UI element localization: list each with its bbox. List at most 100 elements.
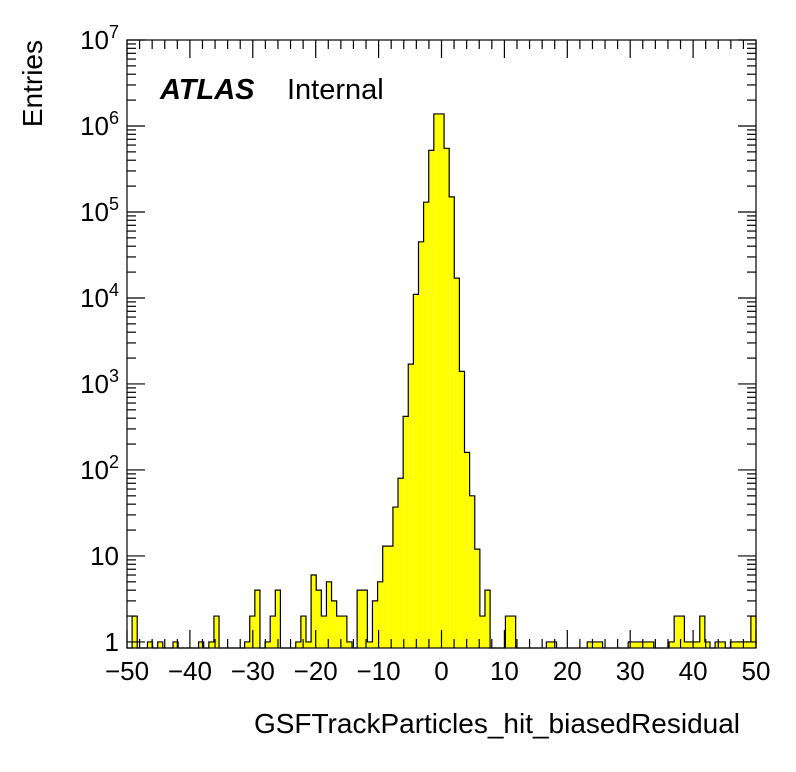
histogram-bin [362, 590, 368, 648]
histogram-bin [474, 549, 480, 648]
y-tick-label: 104 [80, 280, 119, 313]
histogram-bin [311, 575, 317, 648]
histogram-bin [643, 641, 649, 648]
histogram-bin [745, 641, 751, 648]
histogram-bin [173, 641, 179, 648]
histogram-bin [157, 641, 163, 648]
y-tick-label: 103 [80, 366, 119, 399]
x-tick-label: 0 [434, 656, 448, 686]
histogram-bin [367, 641, 373, 648]
histogram-bin [694, 641, 700, 648]
histogram-bin [270, 616, 276, 648]
histogram-bin [684, 641, 690, 648]
histogram-bin [213, 616, 220, 648]
histogram-bin [438, 113, 445, 648]
histogram-bin [300, 616, 306, 648]
histogram-bin [444, 148, 450, 648]
axis-ticks [126, 39, 757, 648]
histogram-bin [254, 590, 260, 648]
histogram-bin [326, 581, 332, 648]
histogram-bin [346, 641, 353, 648]
histogram-bin [449, 196, 455, 648]
x-tick-label: 10 [490, 656, 519, 686]
histogram-bin [597, 641, 603, 648]
histogram-bin [469, 495, 475, 648]
y-tick-label: 107 [80, 22, 119, 55]
x-tick-label: −20 [294, 656, 338, 686]
histogram-bin [510, 616, 516, 648]
y-tick-label: 106 [80, 108, 119, 141]
histogram-bin [147, 641, 153, 648]
histogram-bin [198, 641, 204, 648]
histogram-bin [423, 202, 429, 649]
histogram-bin [479, 616, 485, 648]
histogram-bin [454, 278, 460, 648]
histogram-bin [418, 241, 424, 648]
histogram-bin [464, 452, 470, 648]
histogram-bin [669, 641, 675, 648]
histogram-bin [730, 641, 736, 648]
y-tick-label: 102 [80, 452, 119, 485]
histogram-bin [484, 590, 491, 648]
x-tick-label: 30 [616, 656, 645, 686]
histogram-bin [403, 416, 409, 648]
histogram-bin [735, 641, 741, 648]
histogram-bin [321, 616, 327, 648]
x-tick-label: −30 [231, 656, 275, 686]
histogram-bin [295, 641, 301, 648]
histogram-bin [387, 546, 393, 648]
histogram-bin [674, 616, 680, 648]
x-tick-label: 40 [679, 656, 708, 686]
histogram-bin [699, 616, 705, 648]
histogram-bin [546, 641, 552, 648]
histogram-bin [341, 616, 347, 648]
histogram-bin [428, 150, 434, 648]
x-tick-label: −10 [357, 656, 401, 686]
y-axis-title: Entries [17, 40, 48, 127]
histogram-bin [551, 641, 557, 648]
x-tick-label: −40 [168, 656, 212, 686]
x-tick-label: 20 [553, 656, 582, 686]
histogram-bin [398, 478, 404, 648]
histogram-bars [132, 113, 756, 649]
histogram-bin [382, 546, 388, 648]
histogram-bin [372, 600, 378, 648]
histogram-bin [633, 641, 639, 648]
histogram-bin [275, 590, 281, 648]
y-tick-label: 10 [90, 541, 119, 571]
histogram-bin [316, 590, 322, 648]
y-tick-labels: 1 10 102 103 104 105 106 107 [80, 22, 119, 657]
x-tick-labels: −50 −40 −30 −20 −10 0 10 20 30 40 50 [105, 656, 771, 686]
x-tick-label: −50 [105, 656, 149, 686]
y-tick-label: 1 [105, 627, 119, 657]
histogram-bin [638, 641, 644, 648]
histogram-bin [331, 600, 337, 648]
histogram-bin [377, 581, 383, 648]
histogram-bin [704, 641, 710, 648]
histogram-bin [392, 507, 399, 648]
histogram-bin [244, 641, 250, 648]
histogram-bin [648, 641, 654, 648]
histogram-bin [265, 641, 271, 648]
histogram-bin [592, 641, 598, 648]
atlas-label: ATLAS [159, 74, 255, 106]
histogram-bin [408, 364, 414, 648]
histogram-bin [336, 616, 342, 648]
histogram-bin [132, 616, 138, 648]
histogram-bin [459, 371, 465, 648]
x-tick-label: 50 [742, 656, 771, 686]
histogram-bin [208, 641, 214, 648]
histogram-bin [587, 641, 593, 648]
histogram-bin [689, 641, 695, 648]
histogram-bin [505, 616, 511, 648]
histogram-bin [305, 641, 312, 648]
histogram-bin [433, 113, 439, 648]
histogram-bin [679, 616, 685, 648]
y-tick-label: 105 [80, 194, 119, 227]
internal-label: Internal [287, 74, 384, 106]
histogram-bin [750, 616, 756, 648]
histogram-bin [715, 641, 721, 648]
histogram-bin [413, 294, 419, 648]
histogram-bin [720, 641, 726, 648]
